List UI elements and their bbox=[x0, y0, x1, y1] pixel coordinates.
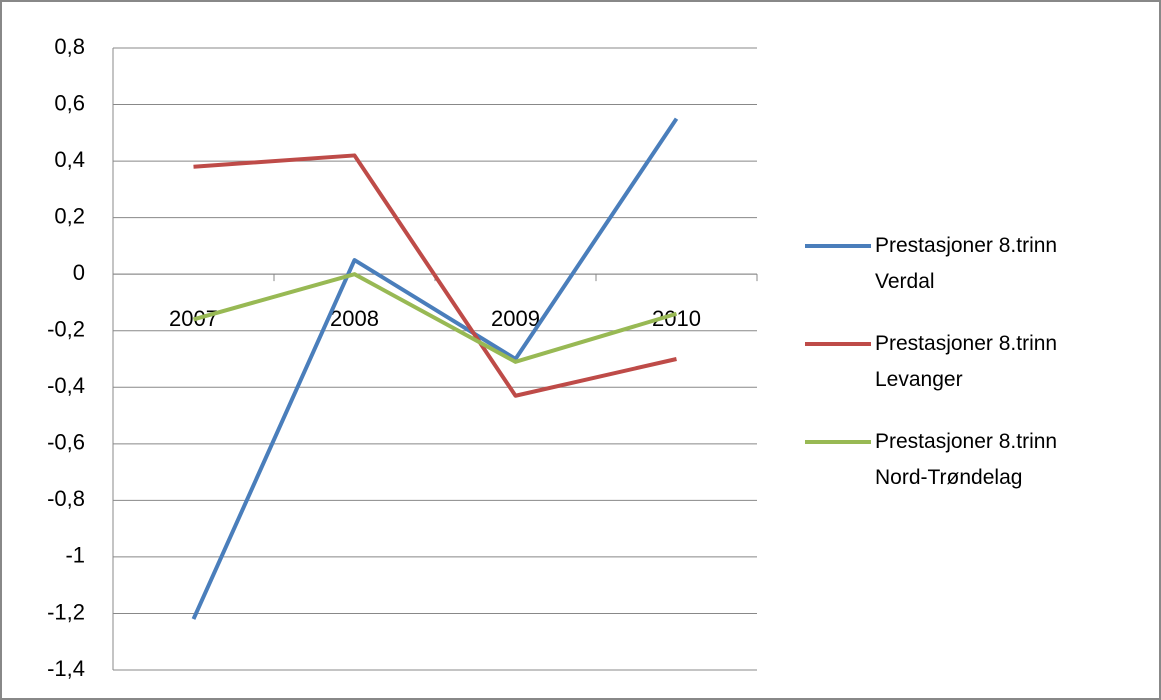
y-tick-label: -1,4 bbox=[47, 656, 85, 681]
x-tick-label: 2008 bbox=[330, 306, 379, 331]
legend-label: Prestasjoner 8.trinn Nord-Trøndelag bbox=[875, 430, 1058, 489]
legend-label: Prestasjoner 8.trinn Verdal bbox=[875, 234, 1058, 293]
y-tick-label: -0,8 bbox=[47, 486, 85, 511]
y-tick-label: -1,2 bbox=[47, 599, 85, 624]
series-line bbox=[193, 153, 677, 398]
y-tick-label: -0,4 bbox=[47, 373, 85, 398]
y-tick-label: -0,2 bbox=[47, 317, 85, 342]
legend-swatch bbox=[805, 342, 871, 346]
legend-swatch bbox=[805, 440, 871, 444]
y-tick-label: -1 bbox=[65, 543, 85, 568]
series-line bbox=[191, 117, 679, 620]
y-tick-label: -0,6 bbox=[47, 430, 85, 455]
series-line bbox=[192, 272, 678, 364]
x-tick-label: 2009 bbox=[491, 306, 540, 331]
y-tick-label: 0,2 bbox=[54, 203, 85, 228]
y-tick-label: 0 bbox=[73, 260, 85, 285]
legend-swatch bbox=[805, 244, 871, 248]
y-tick-label: 0,8 bbox=[54, 34, 85, 59]
y-tick-label: 0,4 bbox=[54, 147, 85, 172]
y-tick-label: 0,6 bbox=[54, 90, 85, 115]
legend-label: Prestasjoner 8.trinn Levanger bbox=[875, 332, 1058, 391]
